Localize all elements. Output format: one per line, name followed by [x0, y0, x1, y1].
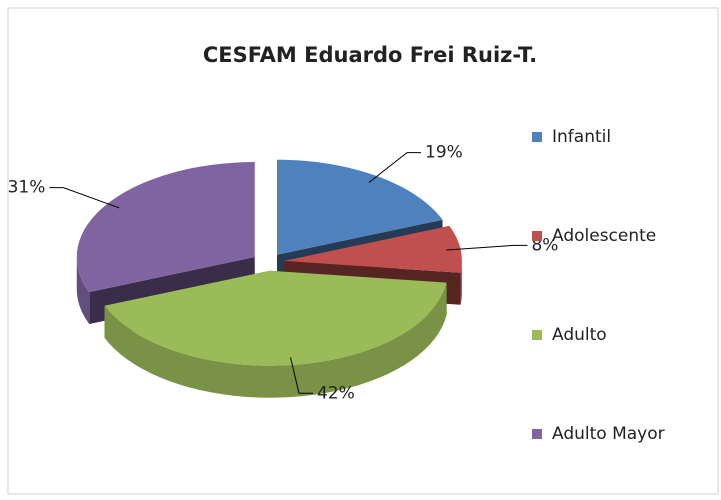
legend-label: Adulto Mayor	[552, 424, 665, 444]
leader-line	[290, 357, 314, 394]
slice-rim	[104, 282, 447, 398]
slice	[76, 162, 255, 293]
legend-label: Adolescente	[552, 226, 656, 246]
slice	[283, 225, 462, 273]
legend-swatch	[532, 132, 542, 142]
data-label: 31%	[8, 178, 46, 198]
legend-swatch	[532, 429, 542, 439]
leader-line	[49, 187, 120, 209]
slice	[104, 270, 447, 366]
legend-label: Adulto	[552, 325, 607, 345]
slice-rim	[76, 257, 90, 325]
legend-swatch	[532, 231, 542, 241]
slice-rim	[460, 260, 462, 305]
legend-label: Infantil	[552, 127, 611, 147]
leader-line	[368, 152, 422, 183]
slice	[276, 159, 443, 255]
data-label: 42%	[317, 383, 355, 403]
leader-line	[446, 244, 528, 251]
legend-swatch	[532, 330, 542, 340]
chart-title: CESFAM Eduardo Frei Ruiz-T.	[203, 43, 537, 67]
data-label: 19%	[425, 143, 463, 163]
slice-tops	[76, 159, 462, 366]
